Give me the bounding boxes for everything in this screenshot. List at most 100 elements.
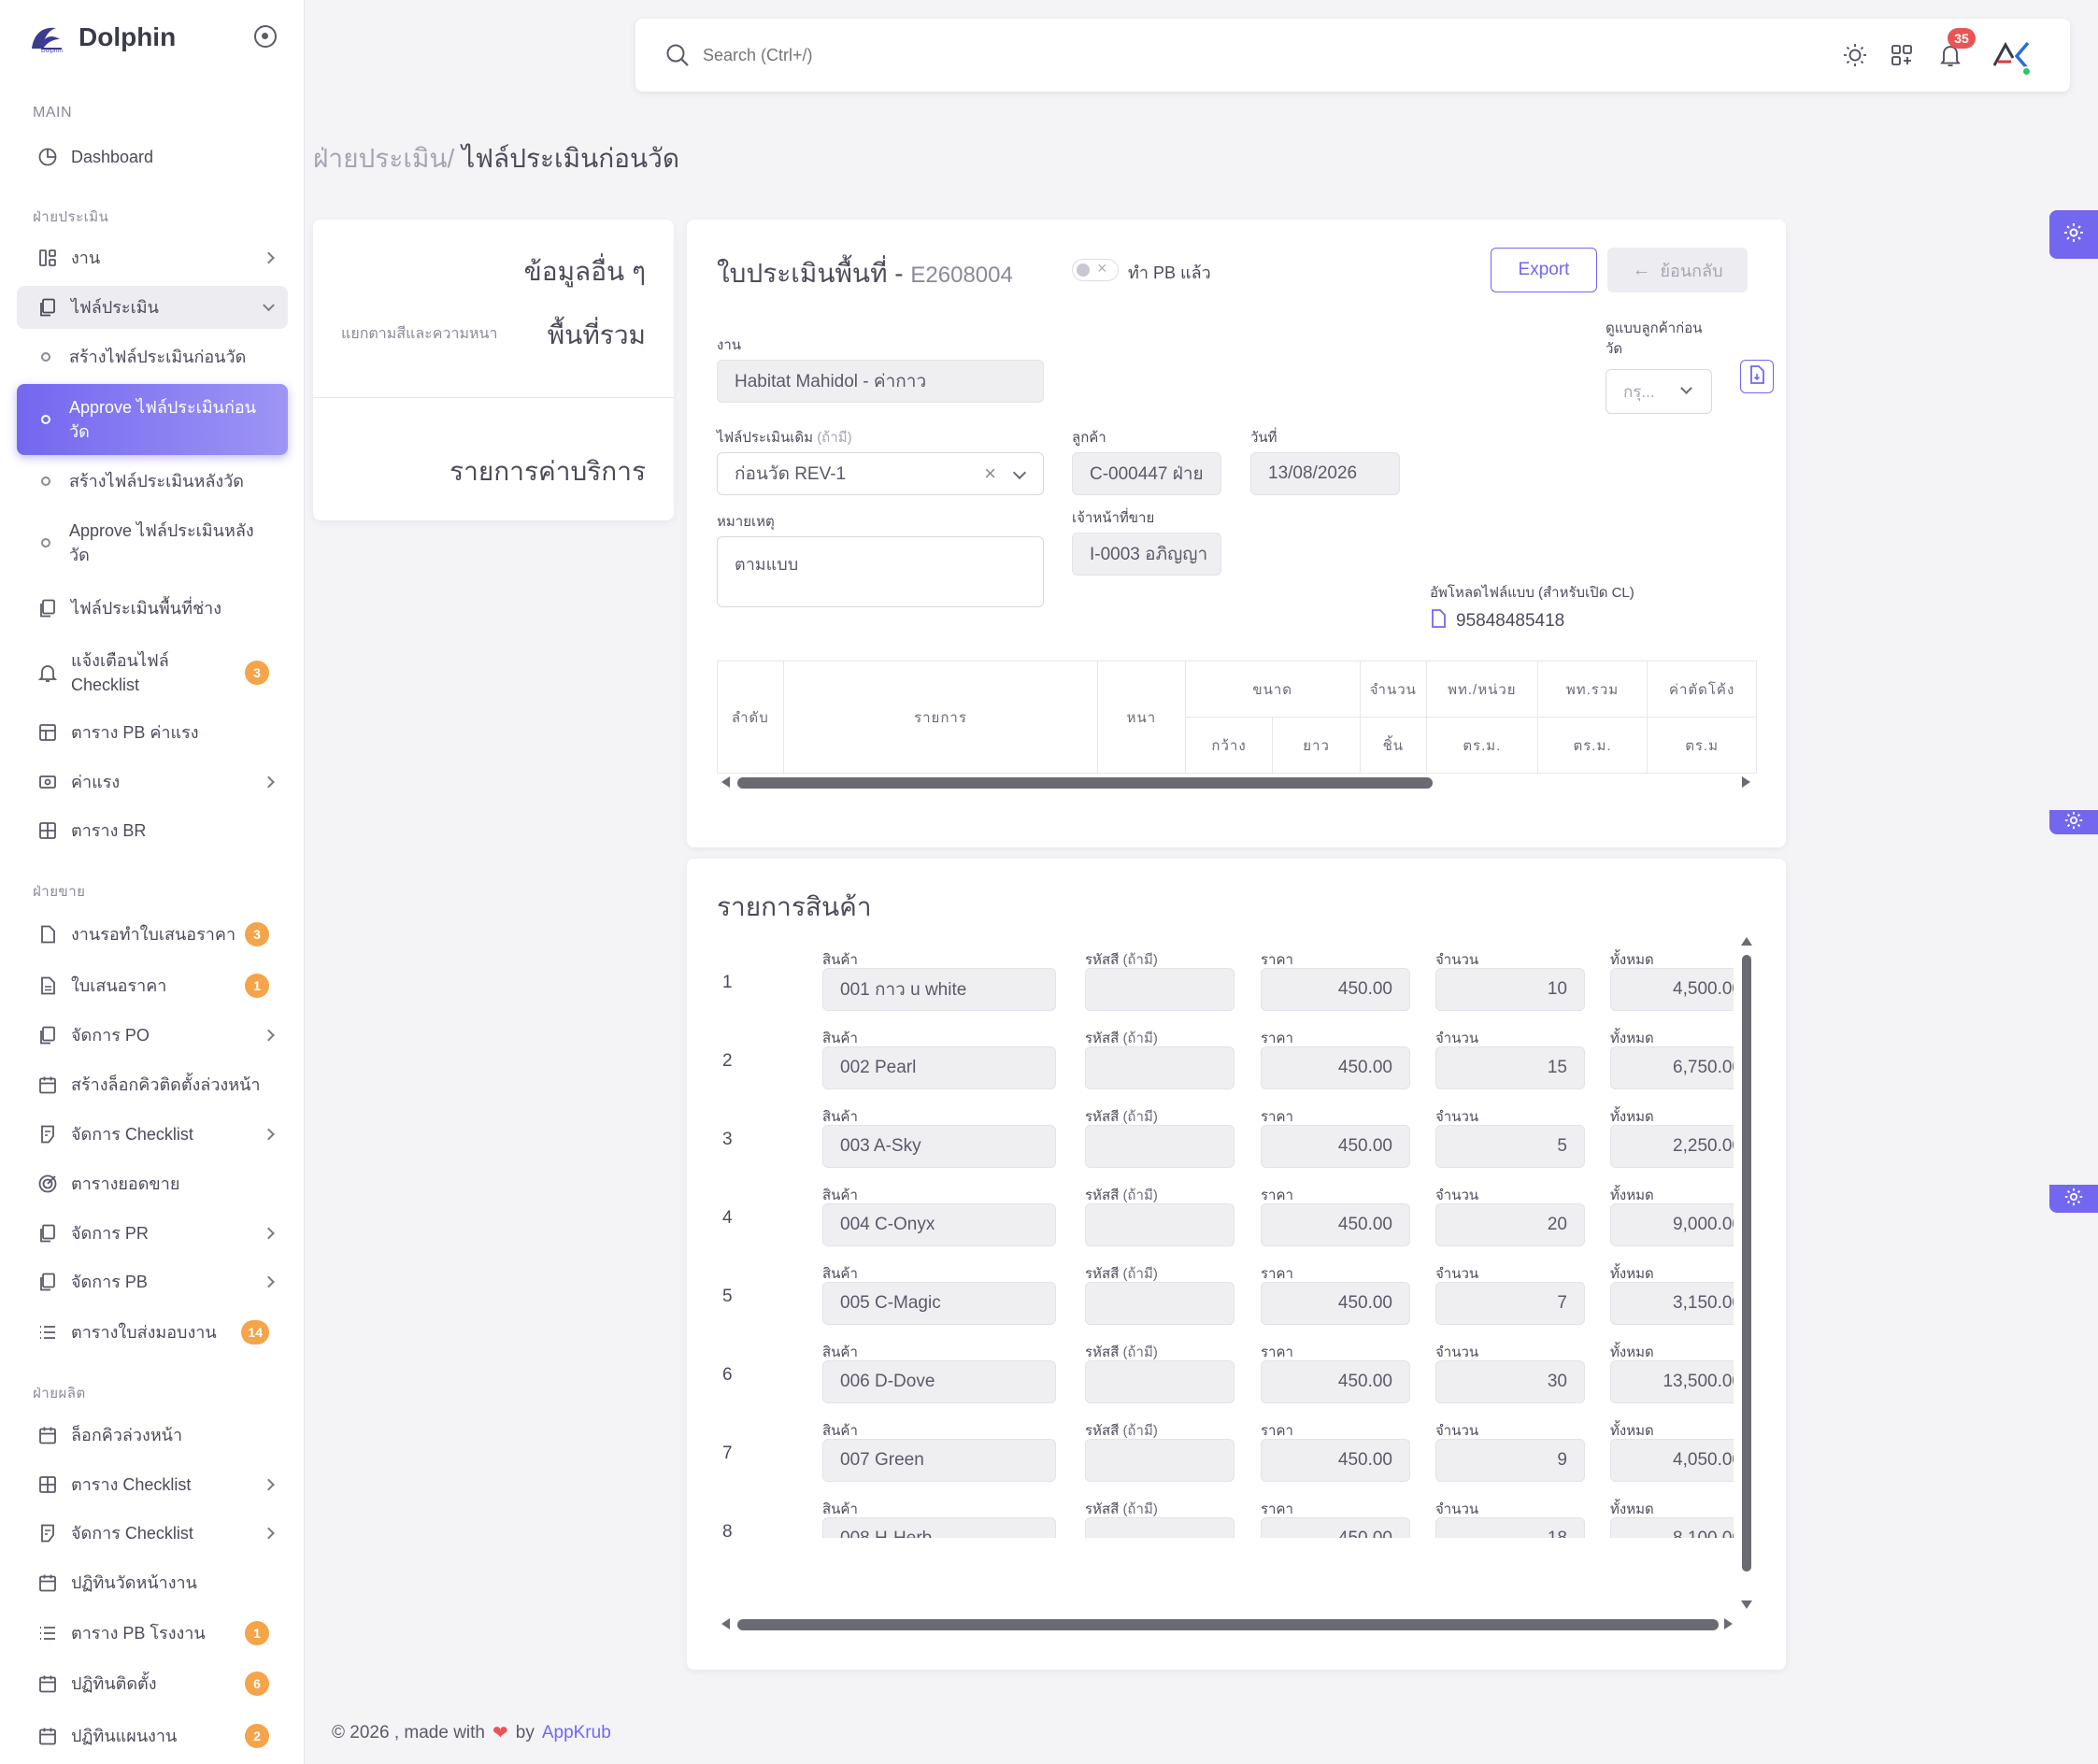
customizer-toggle[interactable] [2049, 1185, 2098, 1213]
product-qty-field[interactable]: 10 [1435, 968, 1585, 1011]
customizer-toggle[interactable] [2049, 810, 2098, 834]
sidebar-item-jobs[interactable]: งาน [17, 239, 288, 277]
customer-blueprint-select[interactable]: กรุ... [1606, 369, 1712, 414]
product-qty-field[interactable]: 15 [1435, 1046, 1585, 1089]
sidebar-item-manage-pb[interactable]: จัดการ PB [17, 1263, 288, 1301]
salesperson-field[interactable]: I-0003 อภิญญา [1072, 533, 1221, 576]
sun-icon[interactable] [1841, 41, 1869, 69]
product-name-field[interactable]: 003 A-Sky [822, 1125, 1056, 1168]
sidebar-item-manage-checklist-production[interactable]: จัดการ Checklist [17, 1515, 288, 1552]
sidebar-item-labor[interactable]: ค่าแรง [17, 763, 288, 801]
sidebar-item-br-table[interactable]: ตาราง BR [17, 812, 288, 849]
scroll-down-icon[interactable] [1741, 1600, 1752, 1609]
apps-grid-icon[interactable] [1888, 41, 1916, 69]
sidebar-item-create-post-measure[interactable]: สร้างไฟล์ประเมินหลังวัด [17, 462, 288, 500]
product-color-code-field[interactable] [1085, 1203, 1235, 1246]
job-field[interactable]: Habitat Mahidol - ค่ากาว [717, 360, 1044, 403]
avatar[interactable] [1991, 34, 2034, 77]
product-price-field[interactable]: 450.00 [1261, 1282, 1410, 1325]
product-total-field[interactable]: 4,500.00 [1610, 968, 1734, 1011]
sidebar-item-approve-pre-measure[interactable]: Approve ไฟล์ประเมินก่อน วัด [17, 384, 288, 455]
product-color-code-field[interactable] [1085, 1046, 1235, 1089]
sidebar-item-install-calendar[interactable]: ปฏิทินติดตั้ง 6 [17, 1665, 288, 1702]
sidebar-item-sales-table[interactable]: ตารางยอดขาย [17, 1165, 288, 1202]
uploaded-file-link[interactable]: 95848485418 [1430, 608, 1564, 634]
horizontal-scrollbar[interactable] [737, 777, 1728, 789]
sidebar-item-checklist-alerts[interactable]: แจ้งเตือนไฟล์ Checklist 3 [17, 645, 288, 701]
export-button[interactable]: Export [1491, 248, 1597, 292]
product-total-field[interactable]: 2,250.00 [1610, 1125, 1734, 1168]
product-qty-field[interactable]: 18 [1435, 1517, 1585, 1538]
sidebar-item-pending-quotes[interactable]: งานรอทำใบเสนอราคา 3 [17, 916, 288, 953]
brand[interactable]: Dolphin Dolphin [28, 19, 176, 56]
product-color-code-field[interactable] [1085, 1125, 1235, 1168]
sidebar-item-dashboard[interactable]: Dashboard [17, 138, 288, 176]
scroll-left-icon[interactable] [721, 776, 730, 788]
sidebar-item-manage-po[interactable]: จัดการ PO [17, 1017, 288, 1054]
sidebar-item-manage-pr[interactable]: จัดการ PR [17, 1215, 288, 1252]
product-qty-field[interactable]: 7 [1435, 1282, 1585, 1325]
clear-icon[interactable]: × [984, 462, 996, 485]
breadcrumb-parent[interactable]: ฝ่ายประเมิน/ [313, 144, 455, 173]
product-total-field[interactable]: 4,050.00 [1610, 1439, 1734, 1482]
product-color-code-field[interactable] [1085, 968, 1235, 1011]
product-name-field[interactable]: 001 กาว u white [822, 968, 1056, 1011]
sidebar-item-site-measure-calendar[interactable]: ปฏิทินวัดหน้างาน [17, 1564, 288, 1601]
product-price-field[interactable]: 450.00 [1261, 1360, 1410, 1403]
product-price-field[interactable]: 450.00 [1261, 1517, 1410, 1538]
scroll-up-icon[interactable] [1741, 937, 1752, 946]
product-price-field[interactable]: 450.00 [1261, 1439, 1410, 1482]
sidebar-item-manage-checklist[interactable]: จัดการ Checklist [17, 1116, 288, 1153]
sidebar-item-factory-pb-table[interactable]: ตาราง PB โรงงาน 1 [17, 1615, 288, 1652]
product-total-field[interactable]: 13,500.00 [1610, 1360, 1734, 1403]
scroll-left-icon[interactable] [721, 1618, 730, 1629]
view-file-button[interactable] [1740, 360, 1774, 393]
sidebar-item-checklist-table[interactable]: ตาราง Checklist [17, 1466, 288, 1503]
product-total-field[interactable]: 6,750.00 [1610, 1046, 1734, 1089]
sidebar-item-delivery-table[interactable]: ตารางใบส่งมอบงาน 14 [17, 1314, 288, 1351]
sidebar-item-plan-calendar[interactable]: ปฏิทินแผนงาน 2 [17, 1717, 288, 1755]
pb-done-toggle[interactable] [1072, 259, 1119, 281]
product-total-field[interactable]: 9,000.00 [1610, 1203, 1734, 1246]
product-color-code-field[interactable] [1085, 1282, 1235, 1325]
product-qty-field[interactable]: 20 [1435, 1203, 1585, 1246]
customer-field[interactable]: C-000447 ฝ่าย [1072, 452, 1221, 495]
sidebar-item-approve-post-measure[interactable]: Approve ไฟล์ประเมินหลัง วัด [17, 512, 288, 574]
product-name-field[interactable]: 002 Pearl [822, 1046, 1056, 1089]
horizontal-scrollbar[interactable] [737, 1619, 1728, 1630]
product-color-code-field[interactable] [1085, 1517, 1235, 1538]
note-textarea[interactable]: ตามแบบ [717, 536, 1044, 607]
sidebar-toggle-icon[interactable] [254, 25, 277, 48]
product-color-code-field[interactable] [1085, 1439, 1235, 1482]
search-icon[interactable] [665, 43, 690, 67]
vertical-scrollbar[interactable] [1742, 955, 1751, 1572]
sidebar-item-install-queue[interactable]: สร้างล็อกคิวติดตั้งล่วงหน้า [17, 1066, 288, 1103]
back-button[interactable]: ← ย้อนกลับ [1607, 248, 1748, 292]
product-price-field[interactable]: 450.00 [1261, 1125, 1410, 1168]
product-qty-field[interactable]: 5 [1435, 1125, 1585, 1168]
product-name-field[interactable]: 007 Green [822, 1439, 1056, 1482]
product-qty-field[interactable]: 9 [1435, 1439, 1585, 1482]
company-link[interactable]: AppKrub [541, 1722, 611, 1743]
date-field[interactable]: 13/08/2026 [1250, 452, 1400, 495]
product-name-field[interactable]: 006 D-Dove [822, 1360, 1056, 1403]
sidebar-item-create-pre-measure[interactable]: สร้างไฟล์ประเมินก่อนวัด [17, 338, 288, 376]
sidebar-item-assessment-files[interactable]: ไฟล์ประเมิน [17, 286, 288, 329]
product-color-code-field[interactable] [1085, 1360, 1235, 1403]
search-input[interactable] [703, 39, 1263, 71]
product-total-field[interactable]: 3,150.00 [1610, 1282, 1734, 1325]
scroll-right-icon[interactable] [1742, 776, 1750, 788]
customizer-toggle[interactable] [2049, 210, 2098, 259]
product-name-field[interactable]: 004 C-Onyx [822, 1203, 1056, 1246]
sidebar-item-pb-labor-table[interactable]: ตาราง PB ค่าแรง [17, 714, 288, 751]
product-qty-field[interactable]: 30 [1435, 1360, 1585, 1403]
product-name-field[interactable]: 008 H-Herb [822, 1517, 1056, 1538]
sidebar-item-lock-queue[interactable]: ล็อกคิวล่วงหน้า [17, 1416, 288, 1454]
product-price-field[interactable]: 450.00 [1261, 968, 1410, 1011]
product-name-field[interactable]: 005 C-Magic [822, 1282, 1056, 1325]
sidebar-item-technician-area[interactable]: ไฟล์ประเมินพื้นที่ช่าง [17, 590, 288, 627]
orig-file-select[interactable]: ก่อนวัด REV-1 × [717, 452, 1044, 495]
scroll-right-icon[interactable] [1724, 1618, 1733, 1629]
product-price-field[interactable]: 450.00 [1261, 1203, 1410, 1246]
sidebar-item-quotes[interactable]: ใบเสนอราคา 1 [17, 967, 288, 1004]
